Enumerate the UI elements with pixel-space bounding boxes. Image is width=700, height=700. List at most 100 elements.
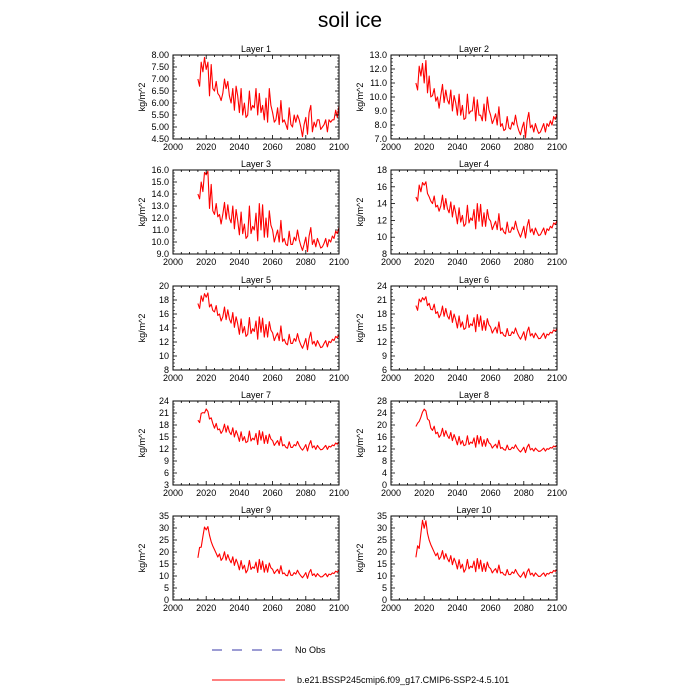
y-tick-label: 7.00	[151, 74, 169, 84]
y-tick-label: 12	[159, 337, 169, 347]
x-tick-label: 2080	[296, 142, 316, 152]
x-tick-label: 2020	[414, 373, 434, 383]
y-tick-label: 35	[159, 511, 169, 521]
panel-title: Layer 7	[241, 390, 271, 400]
x-tick-label: 2080	[514, 373, 534, 383]
x-tick-label: 2100	[547, 142, 567, 152]
panel-3: Layer 3 2000 2020 2040 2060 2080 2100 9.0 10.0 11…	[137, 159, 349, 267]
y-tick-label: 9.0	[156, 249, 169, 259]
y-axis-label: kg/m^2	[137, 83, 147, 112]
y-tick-label: 8.00	[151, 50, 169, 60]
y-tick-label: 15	[159, 559, 169, 569]
x-tick-label: 2040	[229, 257, 249, 267]
panel-5: Layer 5 2000 2020 2040 2060 2080 2100 8 10 12 14 16…	[137, 275, 349, 383]
y-tick-label: 10.0	[369, 92, 387, 102]
x-tick-label: 2100	[547, 257, 567, 267]
x-tick-label: 2020	[414, 142, 434, 152]
y-tick-label: 6.00	[151, 98, 169, 108]
x-tick-label: 2020	[414, 488, 434, 498]
y-tick-label: 6	[164, 468, 169, 478]
y-tick-label: 10	[377, 571, 387, 581]
y-tick-label: 11.0	[152, 225, 169, 235]
x-tick-label: 2060	[481, 142, 501, 152]
series-line	[415, 519, 558, 579]
y-tick-label: 12	[377, 337, 387, 347]
x-tick-label: 2000	[381, 373, 401, 383]
series-line	[197, 526, 340, 579]
y-tick-label: 5.50	[151, 110, 169, 120]
y-tick-label: 8	[382, 249, 387, 259]
panel-title: Layer 5	[241, 275, 271, 285]
y-tick-label: 15.0	[151, 177, 169, 187]
y-tick-label: 16	[377, 432, 387, 442]
y-tick-label: 28	[377, 396, 387, 406]
series-line	[197, 56, 340, 138]
panel-title: Layer 3	[241, 159, 271, 169]
x-tick-label: 2080	[296, 373, 316, 383]
x-tick-label: 2000	[381, 257, 401, 267]
panel-title: Layer 10	[456, 505, 491, 515]
y-tick-label: 0	[382, 595, 387, 605]
x-tick-label: 2020	[414, 603, 434, 613]
plot-frame	[390, 515, 558, 601]
x-tick-label: 2040	[229, 373, 249, 383]
x-tick-label: 2020	[196, 142, 216, 152]
legend-label-no-obs: No Obs	[295, 645, 326, 655]
panel-9: Layer 9 2000 2020 2040 2060 2080 2100 0 5 10 15 20 2…	[137, 505, 349, 613]
x-tick-label: 2040	[229, 142, 249, 152]
y-tick-label: 14	[159, 323, 169, 333]
y-axis-label: kg/m^2	[355, 83, 365, 112]
y-tick-label: 8	[164, 365, 169, 375]
x-tick-label: 2100	[547, 488, 567, 498]
y-tick-label: 25	[159, 535, 169, 545]
panel-title: Layer 4	[459, 159, 489, 169]
y-axis-label: kg/m^2	[137, 314, 147, 343]
figure-title: soil ice	[317, 9, 383, 32]
panel-title: Layer 9	[241, 505, 271, 515]
panel-8: Layer 8 2000 2020 2040 2060 2080 2100 0 4 8 12 16 20…	[355, 390, 567, 498]
x-tick-label: 2000	[381, 142, 401, 152]
y-tick-label: 20	[159, 547, 169, 557]
x-tick-label: 2060	[263, 373, 283, 383]
y-tick-label: 16	[377, 182, 387, 192]
x-tick-label: 2000	[163, 373, 183, 383]
y-tick-label: 15	[159, 432, 169, 442]
y-axis-label: kg/m^2	[355, 198, 365, 227]
x-tick-label: 2020	[196, 257, 216, 267]
y-tick-label: 3	[164, 480, 169, 490]
panel-6: Layer 6 2000 2020 2040 2060 2080 2100 6 9 12 15 18 2…	[355, 275, 567, 383]
y-tick-label: 5	[164, 583, 169, 593]
x-tick-label: 2080	[296, 603, 316, 613]
y-tick-label: 0	[164, 595, 169, 605]
y-tick-label: 5	[382, 583, 387, 593]
x-tick-label: 2040	[447, 603, 467, 613]
y-tick-label: 6.50	[151, 86, 169, 96]
y-tick-label: 30	[159, 523, 169, 533]
y-tick-label: 0	[382, 480, 387, 490]
panel-4: Layer 4 2000 2020 2040 2060 2080 2100 8 10 12 14 16…	[355, 159, 567, 267]
x-tick-label: 2080	[296, 488, 316, 498]
x-tick-label: 2000	[163, 257, 183, 267]
x-tick-label: 2060	[481, 257, 501, 267]
panel-title: Layer 8	[459, 390, 489, 400]
series-line	[415, 181, 558, 239]
y-tick-label: 7.0	[374, 134, 387, 144]
panel-2: Layer 2 2000 2020 2040 2060 2080 2100 7.0 8.0 9.0…	[355, 44, 567, 152]
y-tick-label: 4.50	[151, 134, 169, 144]
legend-label-model: b.e21.BSSP245cmip6.f09_g17.CMIP6-SSP2-4.…	[297, 675, 509, 685]
panel-title: Layer 2	[459, 44, 489, 54]
series-line	[415, 408, 558, 454]
y-axis-label: kg/m^2	[137, 544, 147, 573]
x-tick-label: 2100	[329, 257, 349, 267]
y-tick-label: 4	[382, 468, 387, 478]
plot-frame	[390, 285, 558, 371]
x-tick-label: 2040	[447, 488, 467, 498]
y-axis-label: kg/m^2	[137, 429, 147, 458]
y-tick-label: 10.0	[151, 237, 169, 247]
series-line	[415, 296, 558, 341]
y-tick-label: 7.50	[151, 62, 169, 72]
y-tick-label: 10	[377, 232, 387, 242]
x-tick-label: 2080	[514, 257, 534, 267]
y-tick-label: 5.00	[151, 122, 169, 132]
